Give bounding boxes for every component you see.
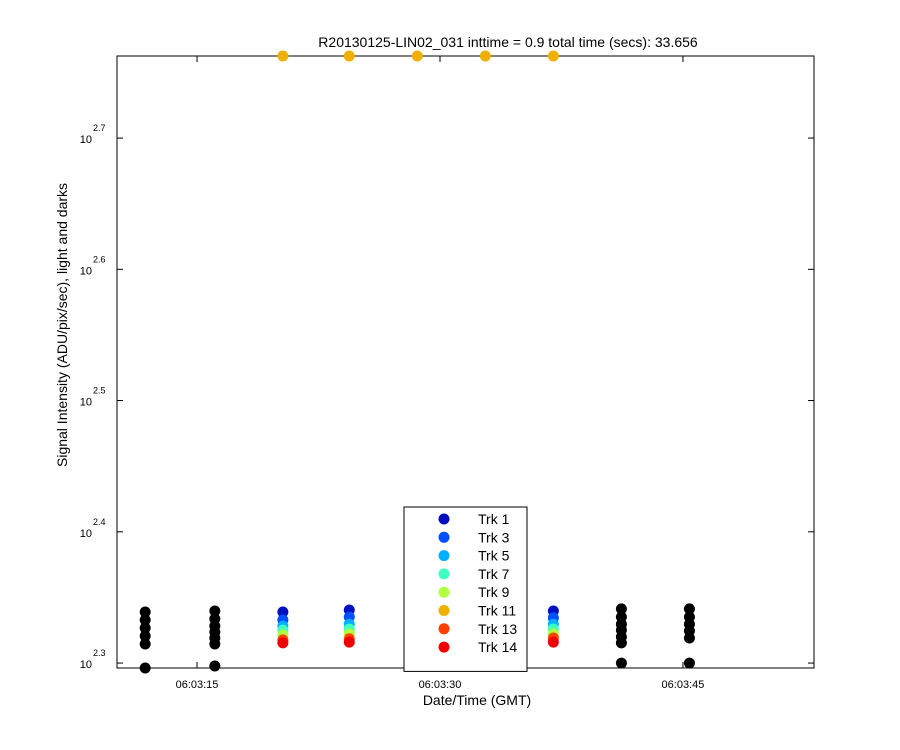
data-point xyxy=(277,50,289,62)
x-tick-label: 06:03:30 xyxy=(419,679,462,691)
legend-marker xyxy=(438,586,450,598)
dark-point xyxy=(139,606,151,618)
legend-marker xyxy=(438,513,450,525)
y-tick-exponent: 2.5 xyxy=(93,386,106,396)
y-axis-label: Signal Intensity (ADU/pix/sec), light an… xyxy=(54,183,70,467)
y-tick-exponent: 2.7 xyxy=(93,123,106,133)
dark-point xyxy=(139,630,151,642)
data-point xyxy=(343,50,355,62)
dark-point xyxy=(209,605,221,617)
legend-box xyxy=(403,506,528,672)
dark-point xyxy=(615,657,627,669)
data-point xyxy=(479,50,491,62)
legend-label: Trk 5 xyxy=(478,548,510,564)
y-tick-exponent: 2.3 xyxy=(93,648,106,658)
chart-title: R20130125-LIN02_031 inttime = 0.9 total … xyxy=(318,34,698,50)
dark-point xyxy=(139,622,151,634)
y-tick-label: 10 xyxy=(80,265,92,277)
y-tick-label: 10 xyxy=(80,134,92,146)
y-tick-label: 10 xyxy=(80,528,92,540)
data-point xyxy=(277,637,289,649)
x-tick-label: 06:03:15 xyxy=(176,679,219,691)
data-point xyxy=(411,50,423,62)
legend-marker xyxy=(438,605,450,616)
dark-point xyxy=(209,638,221,650)
dark-point xyxy=(139,614,151,626)
legend-marker xyxy=(438,550,450,562)
y-tick-label: 10 xyxy=(80,659,92,671)
dark-point xyxy=(139,662,151,674)
dark-point xyxy=(615,603,627,615)
legend-label: Trk 1 xyxy=(478,511,510,527)
dark-point xyxy=(683,603,695,615)
legend-marker xyxy=(438,623,450,635)
data-point xyxy=(277,606,289,618)
dark-point xyxy=(139,638,151,650)
legend-marker xyxy=(438,641,450,653)
legend-label: Trk 14 xyxy=(478,639,517,655)
legend-label: Trk 3 xyxy=(478,529,510,545)
data-point xyxy=(343,636,355,648)
y-tick-label: 10 xyxy=(80,397,92,409)
dark-point xyxy=(615,637,627,649)
data-point xyxy=(547,636,559,648)
legend-label: Trk 13 xyxy=(478,621,517,637)
x-tick-label: 06:03:45 xyxy=(662,679,705,691)
y-tick-exponent: 2.6 xyxy=(93,254,106,264)
legend-label: Trk 7 xyxy=(478,566,510,582)
legend-label: Trk 11 xyxy=(478,603,516,619)
dark-point xyxy=(683,632,695,644)
x-axis-label: Date/Time (GMT) xyxy=(423,692,531,708)
data-point xyxy=(547,50,559,62)
dark-point xyxy=(209,660,221,672)
legend-label: Trk 9 xyxy=(478,584,510,600)
y-tick-exponent: 2.4 xyxy=(93,517,106,527)
legend-marker xyxy=(438,568,450,580)
legend-marker xyxy=(438,531,450,543)
dark-point xyxy=(683,657,695,669)
